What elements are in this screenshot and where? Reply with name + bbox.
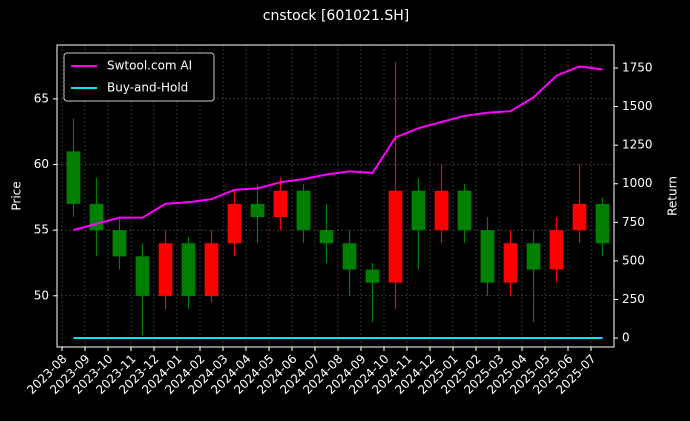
y2-axis-label: Return bbox=[666, 176, 680, 216]
y2-tick-label: 1500 bbox=[622, 99, 653, 113]
candle-body bbox=[526, 243, 541, 270]
candle-body bbox=[411, 190, 426, 231]
y-tick-label: 50 bbox=[34, 288, 49, 302]
y2-tick-label: 500 bbox=[622, 253, 645, 267]
candle-body bbox=[112, 230, 127, 257]
legend-label: Swtool.com AI bbox=[107, 59, 192, 73]
candle-body bbox=[595, 203, 610, 244]
y2-tick-label: 1750 bbox=[622, 60, 653, 74]
candle-body bbox=[365, 269, 380, 283]
candle-body bbox=[181, 243, 196, 296]
y2-tick-label: 0 bbox=[622, 331, 630, 345]
candle-body bbox=[296, 190, 311, 231]
candle-body bbox=[227, 203, 242, 244]
y2-tick-label: 1000 bbox=[622, 176, 653, 190]
candle-body bbox=[319, 230, 334, 244]
y-tick-label: 60 bbox=[34, 157, 49, 171]
candle-body bbox=[273, 190, 288, 218]
y-axis-label: Price bbox=[10, 181, 24, 210]
legend: Swtool.com AI Buy-and-Hold bbox=[63, 52, 215, 102]
candle-body bbox=[158, 243, 173, 296]
y2-tick-label: 1250 bbox=[622, 138, 653, 152]
y2-tick-label: 250 bbox=[622, 292, 645, 306]
candle-body bbox=[480, 230, 495, 283]
legend-box bbox=[63, 52, 215, 102]
candle-body bbox=[204, 243, 219, 296]
candle-body bbox=[503, 243, 518, 283]
candle-body bbox=[89, 203, 104, 231]
candle-body bbox=[250, 203, 265, 218]
candle-body bbox=[572, 203, 587, 231]
candle-body bbox=[66, 151, 81, 204]
candle-body bbox=[434, 190, 449, 231]
return-line bbox=[73, 65, 603, 231]
chart-title: cnstock [601021.SH] bbox=[263, 8, 409, 24]
candle-body bbox=[342, 243, 357, 270]
plot-frame bbox=[56, 44, 615, 348]
candle-body bbox=[135, 256, 150, 296]
candle-body bbox=[457, 190, 472, 231]
legend-label: Buy-and-Hold bbox=[107, 81, 188, 95]
y-tick-label: 65 bbox=[34, 91, 49, 105]
candle-body bbox=[549, 230, 564, 270]
y-tick-label: 55 bbox=[34, 223, 49, 237]
y2-tick-label: 750 bbox=[622, 215, 645, 229]
candle-body bbox=[388, 190, 403, 283]
